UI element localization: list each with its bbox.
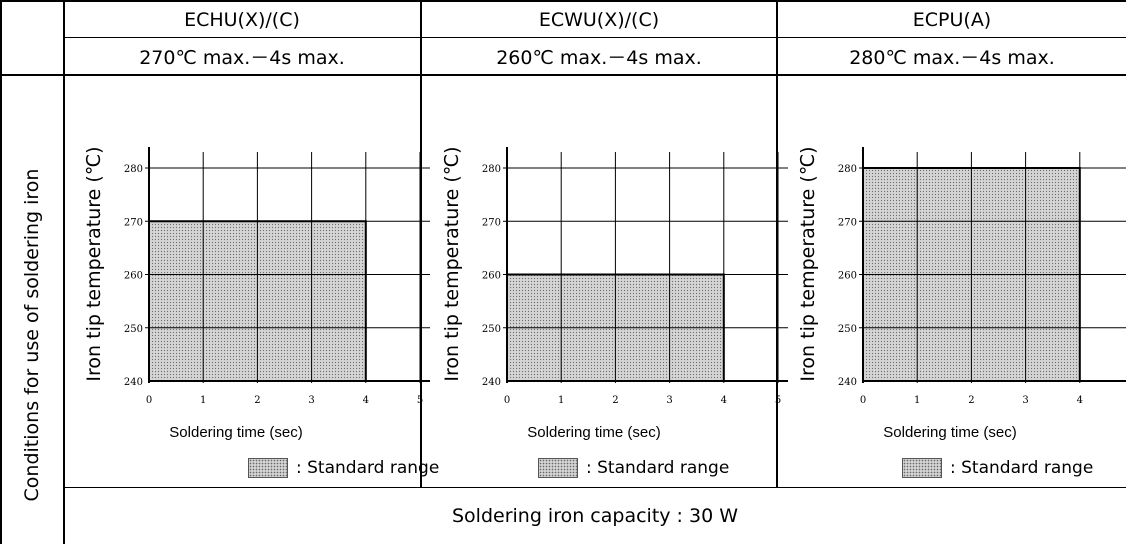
table-border-top	[0, 0, 1126, 2]
x-tick-label-1: 1	[200, 395, 206, 406]
y-tick-label-250: 250	[482, 324, 501, 335]
x-tick-label-4: 4	[363, 395, 369, 406]
x-tick-label-0: 0	[504, 395, 510, 406]
y-tick-label-250: 250	[124, 324, 143, 335]
row-header: Conditions for use of soldering iron	[0, 75, 64, 544]
y-tick-label-270: 270	[482, 217, 501, 228]
legend: : Standard range	[538, 458, 729, 478]
table-divider-col-2	[776, 0, 778, 488]
chart-panel-ecwu: Iron tip temperature (℃) 240 250 260 270 280…	[422, 76, 788, 478]
x-tick-label-2: 2	[254, 395, 260, 406]
table-divider-row-1	[63, 37, 1126, 38]
y-tick-label-240: 240	[124, 377, 143, 388]
x-tick-label-5: 5	[417, 395, 423, 406]
legend-label: : Standard range	[296, 458, 440, 478]
legend-label: : Standard range	[586, 458, 730, 478]
y-tick-label-280: 280	[124, 164, 143, 175]
x-tick-label-3: 3	[666, 395, 672, 406]
x-tick-label-0: 0	[860, 395, 866, 406]
y-tick-label-260: 260	[124, 271, 143, 282]
x-tick-label-1: 1	[914, 395, 920, 406]
legend-swatch	[248, 458, 288, 478]
footer-capacity: Soldering iron capacity : 30 W	[451, 505, 739, 527]
y-tick-label-280: 280	[838, 164, 857, 175]
x-tick-label-0: 0	[146, 395, 152, 406]
y-tick-label-280: 280	[482, 164, 501, 175]
y-tick-label-260: 260	[838, 271, 857, 282]
x-axis-label: Soldering time (sec)	[883, 424, 1017, 441]
legend-swatch	[538, 458, 578, 478]
x-tick-label-2: 2	[612, 395, 618, 406]
table-border-left	[0, 0, 2, 544]
legend-label: : Standard range	[950, 458, 1094, 478]
condition-echu: 270℃ max.－4s max.	[139, 46, 345, 69]
x-tick-label-4: 4	[721, 395, 727, 406]
series-header-echu: ECHU(X)/(C)	[184, 8, 300, 31]
y-tick-label-240: 240	[838, 377, 857, 388]
series-header-ecpu: ECPU(A)	[912, 8, 992, 31]
condition-ecwu: 260℃ max.－4s max.	[496, 46, 702, 69]
chart-plot: 240 250 260 270 280 0 1 2 3 4 5	[482, 147, 788, 406]
chart-panel-echu: Iron tip temperature (℃) 240 250 260 270 280…	[64, 76, 439, 478]
y-tick-label-270: 270	[838, 217, 857, 228]
x-axis-label: Soldering time (sec)	[169, 424, 303, 441]
x-tick-label-2: 2	[968, 395, 974, 406]
table-divider-col-0	[63, 0, 65, 544]
table-divider-row-2	[0, 74, 1126, 76]
chart-plot: 240 250 260 270 280 0 1 2 3 4 5	[124, 147, 430, 406]
x-tick-label-4: 4	[1077, 395, 1083, 406]
y-tick-label-240: 240	[482, 377, 501, 388]
table-divider-row-3	[63, 487, 1126, 488]
series-header-ecwu: ECWU(X)/(C)	[538, 8, 660, 31]
legend: : Standard range	[902, 458, 1093, 478]
y-tick-label-260: 260	[482, 271, 501, 282]
x-tick-label-3: 3	[308, 395, 314, 406]
row-header-label: Conditions for use of soldering iron	[21, 168, 43, 502]
table-divider-col-1	[420, 0, 422, 488]
y-tick-label-250: 250	[838, 324, 857, 335]
x-axis-label: Soldering time (sec)	[527, 424, 661, 441]
y-tick-label-270: 270	[124, 217, 143, 228]
x-tick-label-1: 1	[558, 395, 564, 406]
condition-ecpu: 280℃ max.－4s max.	[849, 46, 1055, 69]
legend: : Standard range	[248, 458, 439, 478]
x-tick-label-3: 3	[1022, 395, 1028, 406]
chart-panel-ecpu: Iron tip temperature (℃) 240 250 260 270 280…	[778, 76, 1126, 478]
legend-swatch	[902, 458, 942, 478]
x-tick-label-5: 5	[775, 395, 781, 406]
